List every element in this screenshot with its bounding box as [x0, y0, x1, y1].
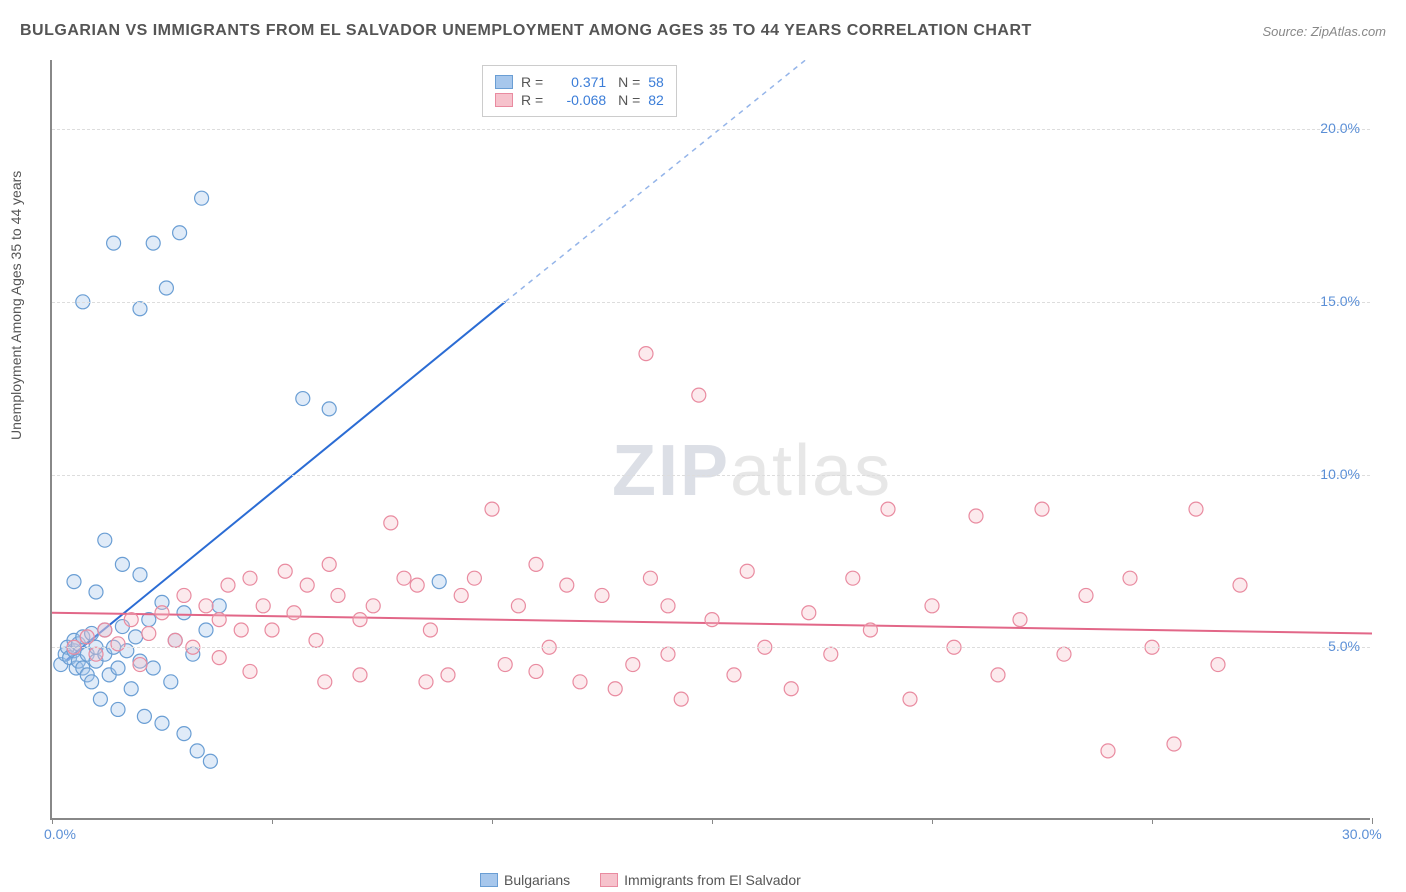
legend-label-bulgarians: Bulgarians — [504, 872, 570, 888]
legend-item-bulgarians: Bulgarians — [480, 872, 570, 888]
xtick — [1152, 818, 1153, 824]
r-label: R = — [521, 92, 543, 108]
xtick — [492, 818, 493, 824]
r-value-salvador: -0.068 — [551, 92, 606, 108]
gridline — [52, 302, 1370, 303]
legend-item-salvador: Immigrants from El Salvador — [600, 872, 801, 888]
xtick — [52, 818, 53, 824]
xtick — [932, 818, 933, 824]
correlation-legend: R = 0.371 N = 58 R = -0.068 N = 82 — [482, 65, 677, 117]
swatch-salvador-icon — [600, 873, 618, 887]
n-value-salvador: 82 — [648, 92, 664, 108]
legend-bottom: Bulgarians Immigrants from El Salvador — [480, 872, 801, 888]
gridline — [52, 647, 1370, 648]
plot-area: ZIPatlas R = 0.371 N = 58 R = -0.068 N =… — [50, 60, 1370, 820]
chart-container: BULGARIAN VS IMMIGRANTS FROM EL SALVADOR… — [0, 0, 1406, 892]
n-label: N = — [614, 74, 640, 90]
legend-row-bulgarians: R = 0.371 N = 58 — [495, 74, 664, 90]
gridline — [52, 475, 1370, 476]
chart-title: BULGARIAN VS IMMIGRANTS FROM EL SALVADOR… — [20, 22, 1032, 40]
ytick-label: 20.0% — [1320, 120, 1360, 136]
xtick — [1372, 818, 1373, 824]
r-label: R = — [521, 74, 543, 90]
y-axis-label: Unemployment Among Ages 35 to 44 years — [8, 171, 24, 440]
source-attribution: Source: ZipAtlas.com — [1262, 24, 1386, 39]
r-value-bulgarians: 0.371 — [551, 74, 606, 90]
legend-row-salvador: R = -0.068 N = 82 — [495, 92, 664, 108]
swatch-salvador — [495, 93, 513, 107]
ytick-label: 5.0% — [1328, 638, 1360, 654]
xtick-label: 30.0% — [1342, 826, 1382, 842]
gridline — [52, 129, 1370, 130]
xtick — [712, 818, 713, 824]
scatter-svg — [52, 60, 1372, 820]
swatch-bulgarians — [495, 75, 513, 89]
ytick-label: 15.0% — [1320, 293, 1360, 309]
n-value-bulgarians: 58 — [648, 74, 664, 90]
xtick-label: 0.0% — [44, 826, 76, 842]
legend-label-salvador: Immigrants from El Salvador — [624, 872, 801, 888]
ytick-label: 10.0% — [1320, 466, 1360, 482]
swatch-bulgarians-icon — [480, 873, 498, 887]
n-label: N = — [614, 92, 640, 108]
xtick — [272, 818, 273, 824]
